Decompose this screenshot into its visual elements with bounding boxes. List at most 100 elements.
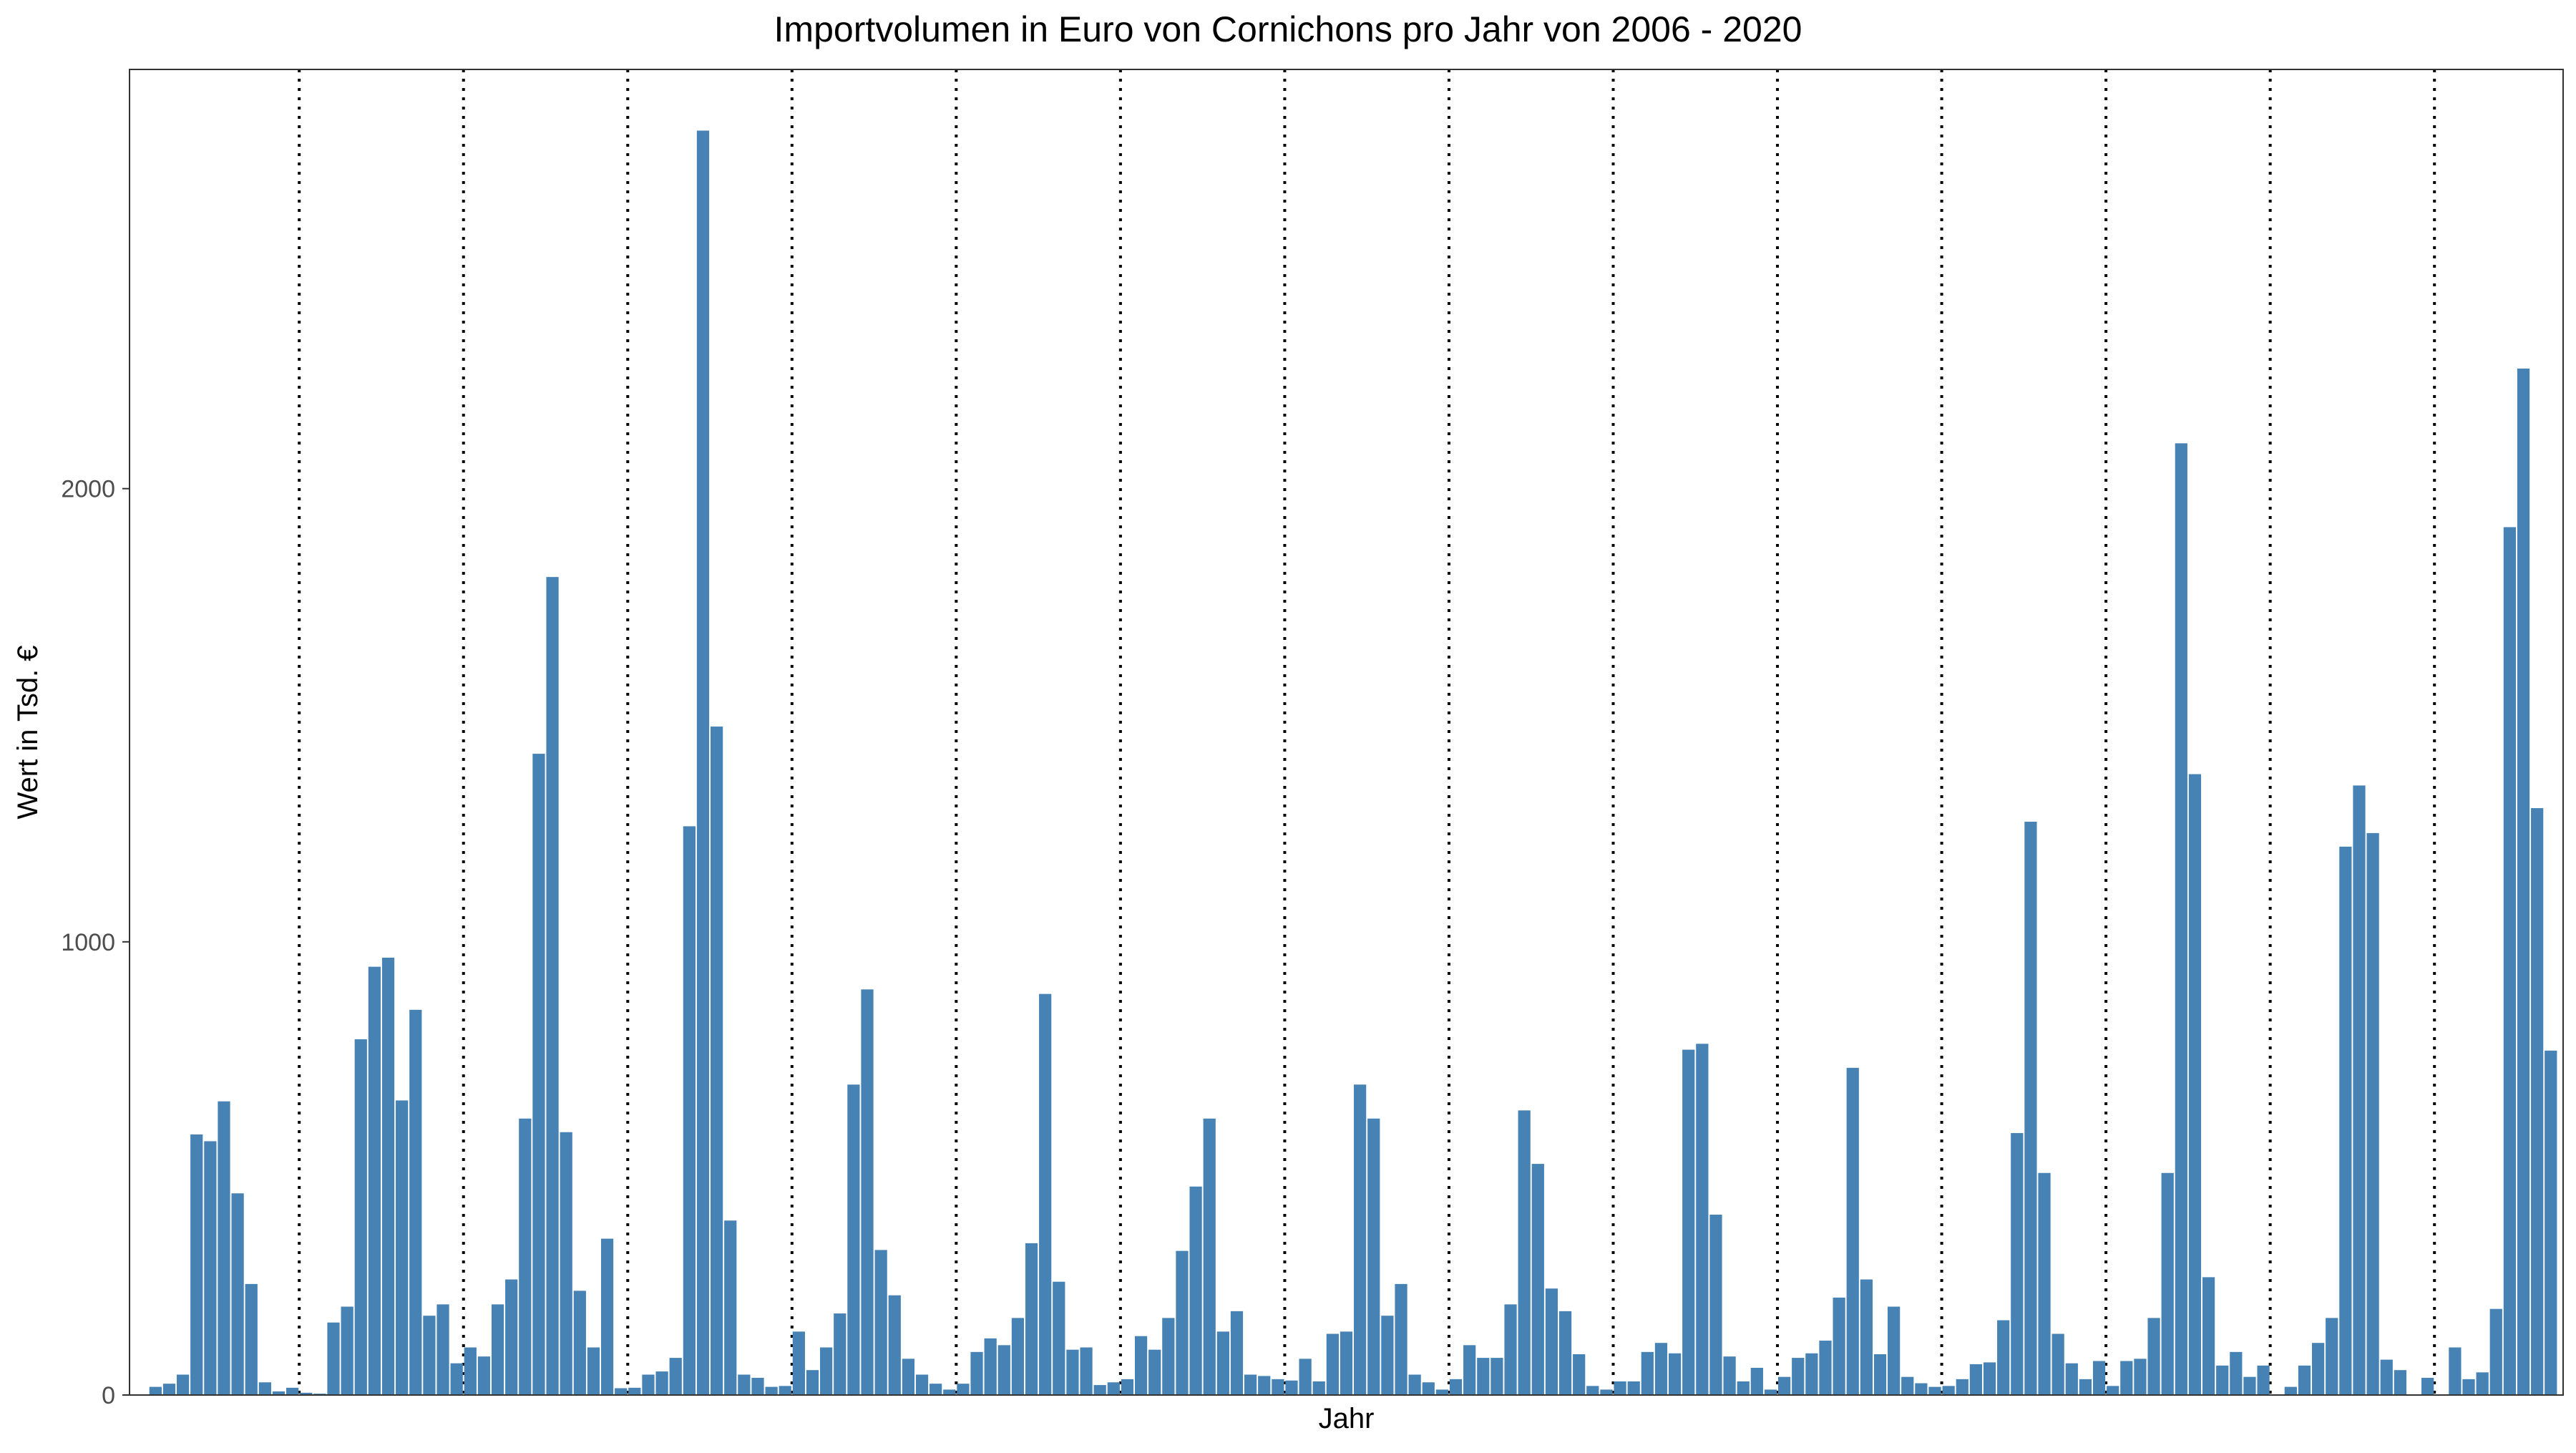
bar bbox=[519, 1118, 532, 1395]
bar bbox=[409, 1009, 422, 1395]
bar bbox=[1586, 1386, 1599, 1395]
bar bbox=[245, 1283, 258, 1395]
bar bbox=[2449, 1347, 2462, 1395]
bar bbox=[2134, 1359, 2147, 1395]
bar bbox=[2545, 1050, 2557, 1395]
bar bbox=[642, 1374, 655, 1395]
bar bbox=[2380, 1359, 2393, 1395]
bar bbox=[1942, 1386, 1955, 1395]
bar bbox=[300, 1392, 313, 1395]
y-tick-label: 1000 bbox=[61, 929, 115, 956]
bar bbox=[1873, 1354, 1887, 1395]
bar bbox=[2366, 832, 2379, 1395]
bar bbox=[218, 1101, 230, 1395]
bar bbox=[1956, 1379, 1968, 1395]
bar bbox=[2147, 1318, 2160, 1395]
bar bbox=[491, 1304, 504, 1395]
bar bbox=[1176, 1250, 1189, 1395]
bar bbox=[820, 1347, 833, 1395]
y-axis: 0 1000 2000 bbox=[61, 476, 130, 1409]
bar bbox=[902, 1359, 915, 1395]
bar bbox=[381, 958, 395, 1395]
bar bbox=[2298, 1365, 2311, 1395]
bar bbox=[888, 1295, 901, 1395]
bar bbox=[600, 1238, 614, 1395]
y-tick-label: 2000 bbox=[61, 476, 115, 503]
bar bbox=[1463, 1345, 1476, 1395]
bar bbox=[1258, 1376, 1271, 1395]
bar bbox=[2339, 846, 2352, 1395]
bar bbox=[724, 1220, 737, 1395]
bar bbox=[1148, 1349, 1161, 1395]
bar bbox=[1285, 1380, 1298, 1395]
bar bbox=[779, 1386, 791, 1395]
bar bbox=[1121, 1379, 1134, 1395]
bar bbox=[1230, 1311, 1244, 1395]
bar bbox=[436, 1304, 449, 1395]
bar bbox=[1312, 1381, 1325, 1395]
bar bbox=[532, 754, 545, 1395]
bar bbox=[1216, 1331, 1229, 1395]
bar bbox=[1792, 1358, 1805, 1395]
bar bbox=[683, 826, 696, 1395]
bar bbox=[1162, 1318, 1175, 1395]
bar bbox=[2024, 822, 2037, 1395]
bar bbox=[847, 1084, 860, 1395]
bar bbox=[162, 1384, 176, 1395]
bar bbox=[1477, 1358, 1490, 1395]
bar bbox=[655, 1371, 668, 1395]
bar bbox=[2107, 1386, 2119, 1395]
bar bbox=[915, 1374, 929, 1395]
bar bbox=[2188, 774, 2202, 1395]
bar bbox=[751, 1377, 764, 1395]
bar bbox=[930, 1384, 942, 1395]
bar bbox=[2011, 1133, 2024, 1395]
bar bbox=[2503, 527, 2517, 1395]
bar bbox=[423, 1316, 436, 1395]
bar bbox=[2353, 785, 2366, 1395]
bar bbox=[1504, 1304, 1517, 1395]
bar bbox=[1558, 1311, 1572, 1395]
bar bbox=[1422, 1382, 1435, 1395]
bar bbox=[874, 1250, 887, 1395]
bar bbox=[1299, 1359, 1312, 1395]
bar bbox=[1491, 1358, 1503, 1395]
bar bbox=[806, 1370, 819, 1395]
bar bbox=[1573, 1354, 1586, 1395]
bar bbox=[396, 1100, 409, 1395]
bar bbox=[573, 1291, 586, 1395]
bar bbox=[354, 1039, 367, 1395]
bar bbox=[149, 1386, 162, 1395]
bar bbox=[1888, 1306, 1901, 1395]
bar bbox=[834, 1313, 847, 1395]
bar bbox=[2284, 1386, 2297, 1395]
bar bbox=[1969, 1364, 1983, 1395]
bar bbox=[450, 1363, 463, 1395]
bar bbox=[2489, 1308, 2502, 1395]
bar bbox=[464, 1347, 477, 1395]
bar bbox=[615, 1388, 628, 1395]
bar bbox=[1189, 1186, 1202, 1395]
bar bbox=[1408, 1374, 1421, 1395]
year-separators bbox=[298, 69, 2436, 1395]
bar bbox=[1614, 1381, 1626, 1395]
bar bbox=[2476, 1372, 2489, 1395]
bar bbox=[997, 1345, 1010, 1395]
bar bbox=[1025, 1243, 1038, 1395]
bar bbox=[1833, 1297, 1845, 1395]
bar bbox=[2230, 1351, 2243, 1395]
bar bbox=[2161, 1172, 2174, 1395]
bar bbox=[1764, 1389, 1777, 1395]
bar bbox=[587, 1347, 600, 1395]
bar bbox=[1915, 1383, 1928, 1395]
bar bbox=[1039, 993, 1052, 1395]
bar bbox=[1600, 1389, 1613, 1395]
bar bbox=[861, 989, 874, 1395]
bar bbox=[1641, 1351, 1654, 1395]
bar bbox=[2462, 1379, 2475, 1395]
bar bbox=[1395, 1283, 1407, 1395]
bar bbox=[765, 1386, 778, 1395]
bar bbox=[368, 966, 381, 1395]
bar bbox=[1011, 1318, 1025, 1395]
